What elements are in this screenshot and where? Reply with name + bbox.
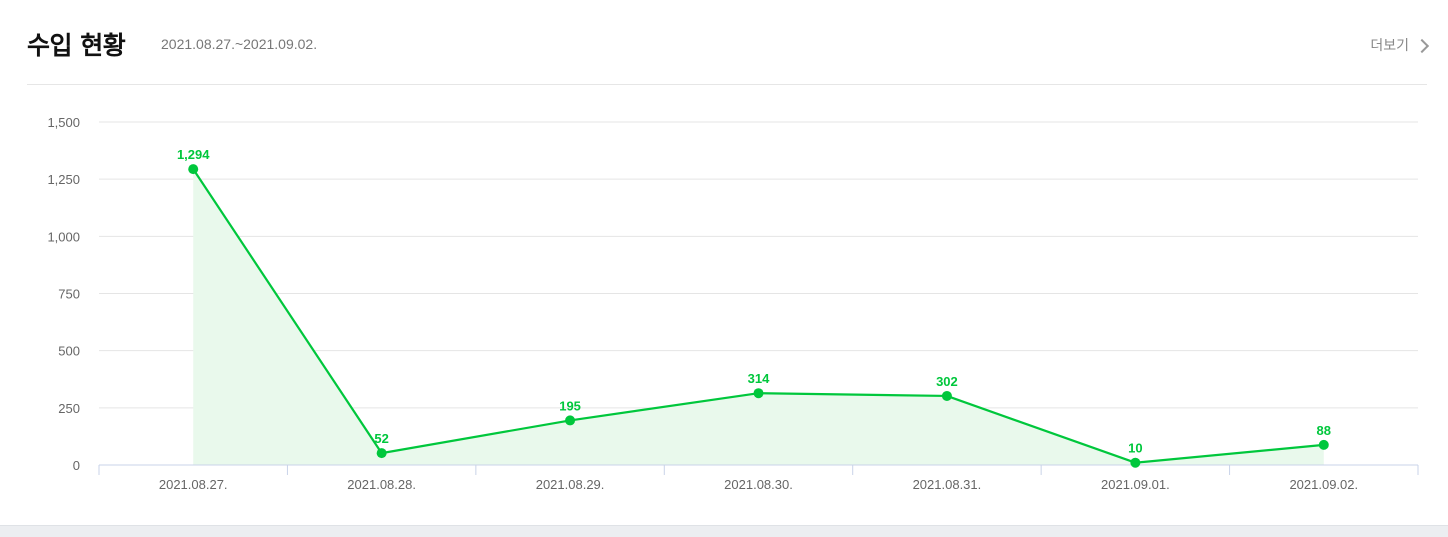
line-chart-svg: 0 250 500 750 1,000 1,250 1,500 2021.08.27. 2021… [47,115,1419,492]
data-label: 88 [1317,423,1331,438]
more-link-label: 더보기 [1370,38,1409,54]
data-point [565,415,576,426]
data-label: 302 [936,374,958,389]
data-point [376,448,387,459]
footer-divider [0,525,1448,537]
x-tick-label: 2021.08.28. [347,477,416,492]
y-tick-label: 500 [58,344,80,359]
x-tick-label: 2021.08.29. [536,477,605,492]
y-tick-label: 250 [58,401,80,416]
data-label: 1,294 [177,147,210,162]
data-point [1130,457,1141,468]
y-tick-label: 750 [58,287,80,302]
income-chart: 0 250 500 750 1,000 1,250 1,500 2021.08.27. 2021… [0,85,1448,525]
more-link[interactable]: 더보기 [1370,35,1430,55]
y-tick-label: 1,500 [47,115,80,130]
y-tick-label: 1,250 [47,172,80,187]
x-tick-label: 2021.09.01. [1101,477,1170,492]
page-title: 수입 현황 [27,31,126,60]
data-label: 195 [559,398,581,413]
panel-header: 수입 현황 2021.08.27.~2021.09.02. 더보기 [27,0,1430,85]
data-label: 52 [374,431,388,446]
data-point [753,388,764,399]
y-tick-label: 0 [73,458,80,473]
series-area [193,169,1324,465]
data-point [188,164,199,175]
x-tick-label: 2021.08.30. [724,477,793,492]
data-point [1318,439,1329,450]
data-label: 314 [748,371,770,386]
x-tick-label: 2021.09.02. [1289,477,1358,492]
y-tick-label: 1,000 [47,229,80,244]
chevron-right-icon [1414,38,1430,53]
x-tick-label: 2021.08.27. [159,477,228,492]
date-range: 2021.08.27.~2021.09.02. [161,36,318,52]
x-tick-label: 2021.08.31. [913,477,982,492]
data-label: 10 [1128,441,1142,456]
data-point [941,390,952,401]
